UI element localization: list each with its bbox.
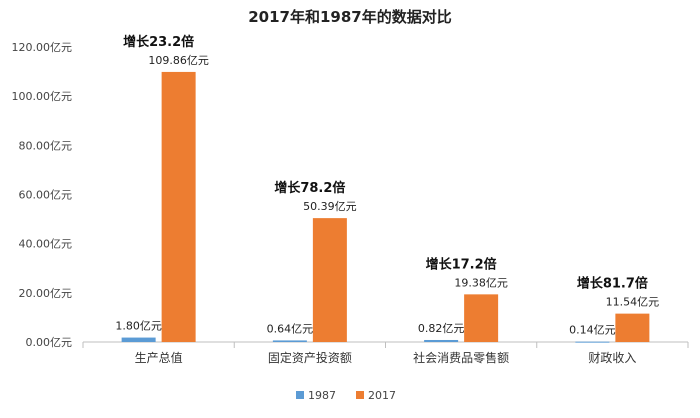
bar-1987-0 [121,337,156,342]
y-tick-label: 0.00亿元 [26,336,73,349]
data-label: 0.14亿元 [569,324,616,337]
x-tick-label: 固定资产投资额 [268,350,352,365]
data-label: 0.64亿元 [267,322,314,335]
y-tick-label: 20.00亿元 [19,287,73,300]
growth-annotation: 增长17.2倍 [426,256,497,272]
legend-label: 2017 [368,389,396,402]
legend-swatch-1987 [296,391,304,399]
y-tick-label: 80.00亿元 [19,139,73,152]
growth-annotation: 增长81.7倍 [577,276,648,292]
x-tick-label: 财政收入 [588,351,636,365]
bar-2017-3 [615,313,650,342]
growth-annotation: 增长23.2倍 [123,34,194,50]
data-label: 1.80亿元 [115,320,162,333]
x-tick-label: 社会消费品零售额 [413,350,509,365]
data-label: 0.82亿元 [418,322,465,335]
legend-swatch-2017 [356,391,364,399]
growth-annotation: 增长78.2倍 [274,180,345,196]
x-tick-label: 生产总值 [135,350,183,365]
bar-2017-0 [161,71,196,343]
bar-2017-2 [464,294,499,342]
bar-1987-1 [272,340,307,342]
bar-1987-2 [424,339,459,342]
legend-label: 1987 [308,389,336,402]
data-label: 19.38亿元 [454,276,508,289]
y-tick-label: 100.00亿元 [12,90,73,103]
data-label: 50.39亿元 [303,200,357,213]
bar-2017-1 [312,218,347,342]
data-label: 11.54亿元 [606,296,660,309]
y-tick-label: 60.00亿元 [19,189,73,202]
y-tick-label: 40.00亿元 [19,238,73,251]
chart-title: 2017年和1987年的数据对比 [248,8,452,26]
bar-1987-3 [575,341,610,343]
y-tick-label: 120.00亿元 [12,41,73,54]
data-label: 109.86亿元 [148,54,209,67]
